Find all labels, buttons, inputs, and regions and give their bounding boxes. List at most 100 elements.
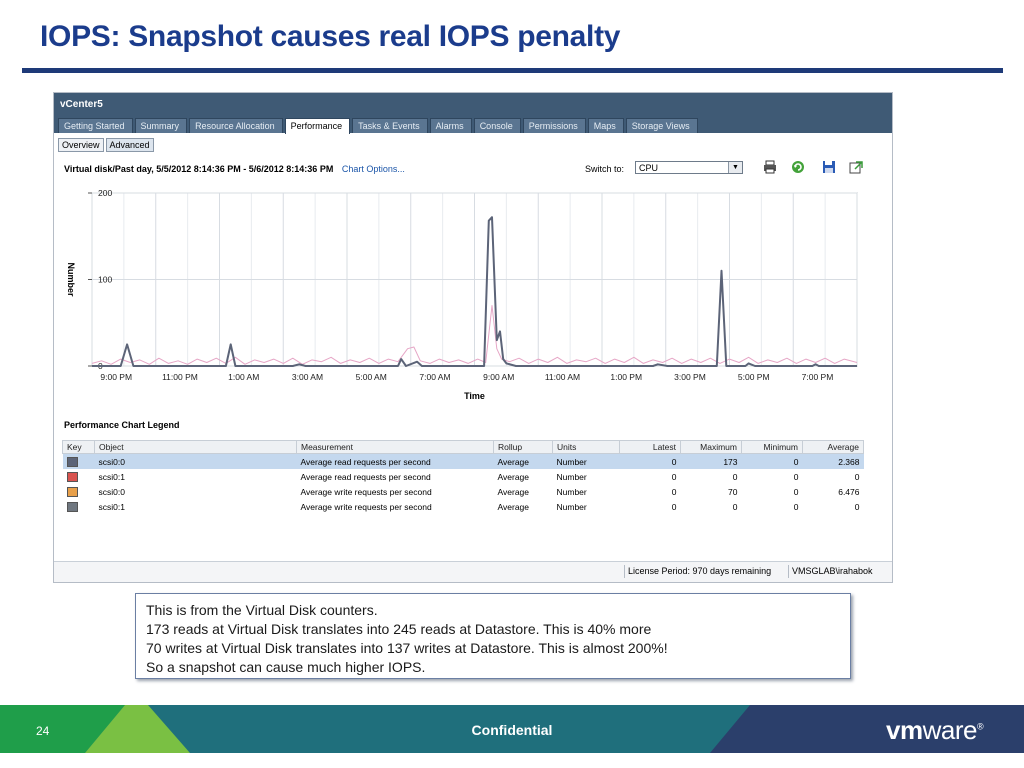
- row-units: Number: [556, 486, 587, 497]
- row-rollup: Average: [497, 471, 530, 482]
- chart-options-link[interactable]: Chart Options...: [341, 164, 405, 174]
- footer-band: [0, 705, 1024, 753]
- callout-line: So a snapshot can cause much higher IOPS…: [146, 659, 426, 675]
- legend-header-row: Key Object Measurement Rollup Units Late…: [62, 440, 864, 454]
- tab-resource-allocation[interactable]: Resource Allocation: [189, 118, 283, 133]
- x-tick-label: 5:00 AM: [356, 372, 387, 382]
- y-tick-label: 100: [98, 275, 112, 285]
- row-object: scsi0:1: [98, 501, 125, 512]
- col-maximum[interactable]: Maximum: [680, 440, 742, 454]
- x-tick-label: 3:00 AM: [292, 372, 323, 382]
- y-axis-title: Number: [66, 262, 76, 297]
- callout-box: This is from the Virtual Disk counters. …: [135, 593, 851, 679]
- row-object: scsi0:1: [98, 471, 125, 482]
- legend-title: Performance Chart Legend: [64, 420, 180, 430]
- x-tick-label: 5:00 PM: [738, 372, 770, 382]
- switch-to-value: CPU: [639, 163, 659, 173]
- row-maximum: 70: [728, 486, 738, 497]
- row-latest: 0: [619, 453, 681, 469]
- vmware-logo: vmware®: [886, 715, 984, 745]
- row-units: Number: [556, 471, 587, 482]
- chevron-down-icon[interactable]: ▼: [728, 162, 742, 173]
- row-measurement: Average read requests per second: [296, 453, 494, 469]
- x-tick-label: 11:00 AM: [545, 372, 580, 382]
- legend-row[interactable]: scsi0:0 Average write requests per secon…: [63, 484, 864, 499]
- slide-title: IOPS: Snapshot causes real IOPS penalty: [40, 20, 621, 53]
- col-measurement[interactable]: Measurement: [296, 440, 494, 454]
- vcenter-name: vCenter5: [60, 99, 103, 110]
- row-latest: 0: [671, 471, 677, 482]
- col-units[interactable]: Units: [552, 440, 620, 454]
- x-tick-label: 11:00 PM: [162, 372, 198, 382]
- tab-alarms[interactable]: Alarms: [429, 118, 472, 133]
- switch-to-label: Switch to:: [585, 164, 625, 174]
- row-minimum: 0: [793, 471, 799, 482]
- tab-maps[interactable]: Maps: [587, 118, 624, 133]
- row-minimum: 0: [793, 486, 799, 497]
- series-line-read: [92, 216, 857, 367]
- tab-performance[interactable]: Performance: [284, 118, 351, 134]
- print-icon[interactable]: [763, 160, 777, 174]
- x-tick-label: 7:00 PM: [802, 372, 834, 382]
- row-latest: 0: [671, 486, 677, 497]
- row-average: 6.476: [838, 486, 860, 497]
- row-maximum: 0: [732, 471, 738, 482]
- series-color-swatch: [66, 471, 78, 482]
- row-maximum: 173: [680, 453, 742, 469]
- subtab-overview[interactable]: Overview: [58, 138, 104, 152]
- vcenter-window: vCenter5 Getting Started Summary Resourc…: [53, 92, 893, 583]
- col-latest[interactable]: Latest: [619, 440, 681, 454]
- license-status: License Period: 970 days remaining: [624, 565, 788, 578]
- subtab-bar: Overview Advanced: [58, 138, 156, 152]
- popout-icon[interactable]: [849, 160, 863, 174]
- callout-line: 70 writes at Virtual Disk translates int…: [146, 640, 668, 656]
- row-measurement: Average write requests per second: [300, 501, 432, 512]
- page-number: 24: [36, 724, 50, 738]
- row-object: scsi0:0: [98, 486, 125, 497]
- row-measurement: Average read requests per second: [300, 471, 431, 482]
- col-minimum[interactable]: Minimum: [741, 440, 803, 454]
- col-key[interactable]: Key: [62, 440, 95, 454]
- col-object[interactable]: Object: [94, 440, 297, 454]
- refresh-icon[interactable]: [791, 160, 805, 174]
- tab-permissions[interactable]: Permissions: [522, 118, 586, 133]
- series-color-swatch: [66, 501, 78, 512]
- confidential-label: Confidential: [471, 722, 553, 738]
- x-tick-label: 9:00 AM: [483, 372, 514, 382]
- legend-row[interactable]: scsi0:1 Average read requests per second…: [63, 469, 864, 484]
- x-tick-label: 1:00 AM: [228, 372, 259, 382]
- subtab-advanced[interactable]: Advanced: [105, 138, 154, 152]
- tab-storage-views[interactable]: Storage Views: [625, 118, 698, 133]
- y-tick-label: 200: [98, 188, 112, 198]
- chart-heading: Virtual disk/Past day, 5/5/2012 8:14:36 …: [64, 164, 405, 174]
- row-measurement: Average write requests per second: [300, 486, 432, 497]
- row-latest: 0: [671, 501, 677, 512]
- slide-footer: 24 Confidential vmware®: [0, 705, 1024, 753]
- col-rollup[interactable]: Rollup: [493, 440, 553, 454]
- legend-row[interactable]: scsi0:1 Average write requests per secon…: [63, 499, 864, 514]
- row-maximum: 0: [732, 501, 738, 512]
- col-average[interactable]: Average: [802, 440, 864, 454]
- row-minimum: 0: [793, 501, 799, 512]
- series-color-swatch: [66, 486, 78, 497]
- switch-to-select[interactable]: CPU ▼: [635, 161, 743, 174]
- tab-getting-started[interactable]: Getting Started: [58, 118, 133, 133]
- callout-line: 173 reads at Virtual Disk translates int…: [146, 621, 652, 637]
- save-icon[interactable]: [822, 160, 836, 174]
- row-average: 0: [854, 501, 860, 512]
- x-tick-label: 3:00 PM: [674, 372, 706, 382]
- row-object: scsi0:0: [94, 453, 297, 469]
- row-average: 2.368: [802, 453, 864, 469]
- row-units: Number: [556, 501, 587, 512]
- row-rollup: Average: [493, 453, 553, 469]
- legend-row[interactable]: scsi0:0 Average read requests per second…: [62, 453, 864, 469]
- tab-summary[interactable]: Summary: [134, 118, 188, 133]
- row-minimum: 0: [741, 453, 803, 469]
- legend-table: Key Object Measurement Rollup Units Late…: [62, 440, 864, 514]
- callout-line: This is from the Virtual Disk counters.: [146, 602, 378, 618]
- x-tick-label: 7:00 AM: [419, 372, 450, 382]
- tab-console[interactable]: Console: [473, 118, 521, 133]
- series-color-swatch: [66, 456, 78, 467]
- tab-tasks-events[interactable]: Tasks & Events: [352, 118, 428, 133]
- x-axis-title: Time: [464, 391, 485, 401]
